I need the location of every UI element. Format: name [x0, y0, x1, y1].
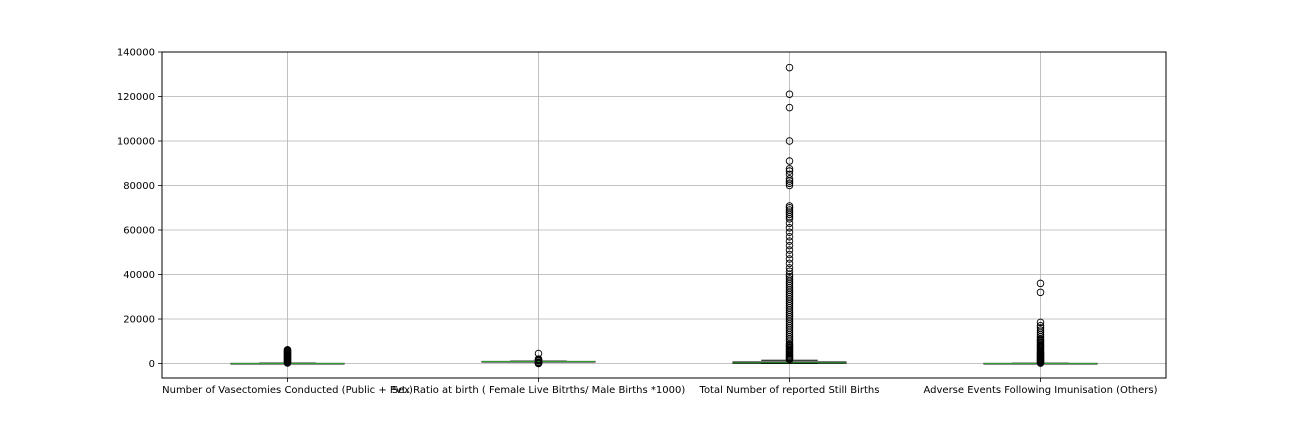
y-tick-label: 140000 — [117, 48, 155, 59]
outlier-point — [785, 90, 794, 99]
outlier-point — [1036, 318, 1045, 327]
outlier-point — [785, 175, 794, 183]
outlier-point — [785, 63, 794, 72]
outlier-point — [785, 259, 794, 268]
x-axis-labels: Number of Vasectomies Conducted (Public … — [162, 378, 1158, 396]
y-tick-label: 40000 — [123, 270, 155, 281]
category-label: Sex Ratio at birth ( Female Live Bitrths… — [392, 385, 686, 396]
outlier-point — [785, 206, 794, 214]
grid-lines — [162, 51, 1166, 378]
outlier-point — [1036, 326, 1045, 334]
outlier-point — [785, 267, 794, 275]
plot-frame — [161, 51, 1167, 379]
box-group — [481, 349, 596, 368]
outlier-point — [785, 237, 794, 245]
outlier-point — [785, 167, 794, 175]
outlier-point — [785, 275, 794, 283]
outlier-point — [785, 241, 794, 250]
y-tick-label: 60000 — [123, 226, 155, 237]
outlier-point — [785, 255, 794, 263]
outlier-point — [785, 157, 794, 165]
outlier-point — [785, 273, 794, 281]
outlier-point — [785, 224, 794, 232]
outlier-point — [785, 179, 794, 188]
y-tick-label: 20000 — [123, 315, 155, 326]
outlier-point — [785, 137, 794, 145]
y-tick-label: 120000 — [117, 92, 155, 103]
box-group — [983, 279, 1098, 367]
outlier-point — [283, 345, 292, 354]
y-tick-label: 0 — [149, 359, 155, 370]
y-tick-label: 80000 — [123, 181, 155, 192]
outlier-point — [785, 202, 794, 210]
box-group — [230, 345, 345, 367]
outlier-point — [785, 250, 794, 259]
outlier-point — [1036, 279, 1045, 288]
y-axis-ticks: 0 20000 40000 60000 80000 100000 120000 140000 — [117, 48, 162, 370]
box-group — [732, 63, 847, 365]
outlier-point — [785, 165, 794, 173]
outlier-point — [1036, 321, 1045, 330]
category-label: Number of Vasectomies Conducted (Public … — [162, 385, 413, 396]
outlier-point — [785, 264, 794, 272]
outlier-point — [1036, 288, 1045, 297]
outlier-point — [1036, 324, 1045, 332]
category-label: Total Number of reported Still Births — [699, 385, 880, 396]
y-tick-label: 100000 — [117, 137, 155, 148]
outlier-point — [534, 355, 543, 363]
outlier-point — [785, 103, 794, 112]
outlier-point — [785, 246, 794, 254]
box-plots — [230, 63, 1098, 368]
outlier-point — [534, 349, 543, 358]
outlier-point — [785, 228, 794, 236]
outlier-point — [785, 232, 794, 241]
outlier-point — [785, 170, 794, 179]
category-label: Adverse Events Following Imunisation (Ot… — [923, 385, 1157, 396]
